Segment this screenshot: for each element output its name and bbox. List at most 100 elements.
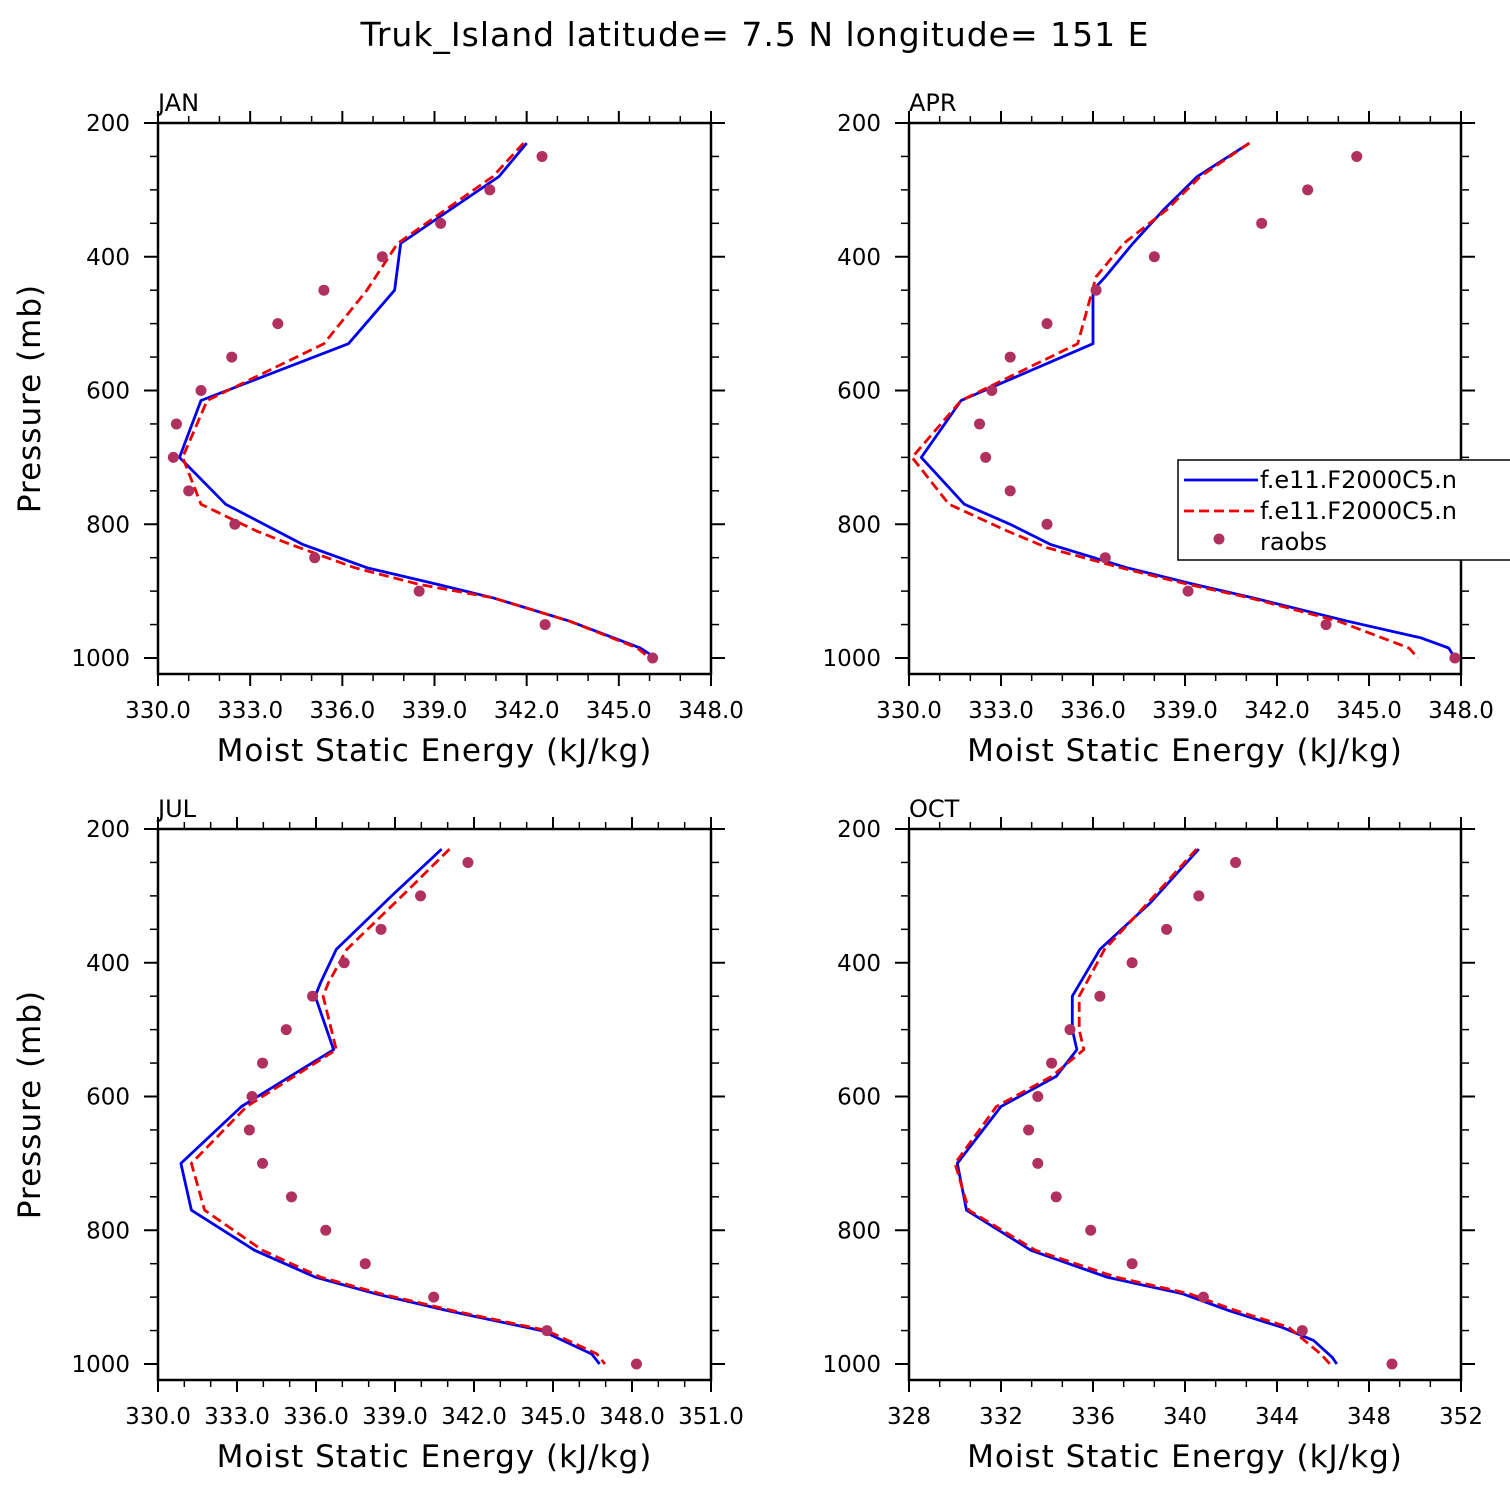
- raobs-point: [257, 1157, 269, 1169]
- series-line-solid: [179, 848, 601, 1365]
- panel-title: JUL: [156, 795, 197, 823]
- raobs-point: [318, 284, 330, 296]
- x-tick-label: 330.0: [125, 698, 191, 724]
- x-tick-label: 330.0: [876, 698, 942, 724]
- legend-marker-dot: [1213, 533, 1225, 545]
- panel-apr: APR 330.0 333.0 336.0 339.0 342.0 345.0 348.0 20…: [822, 89, 1493, 769]
- x-tick-label: 348: [1347, 1404, 1391, 1430]
- raobs-point: [1032, 1091, 1044, 1102]
- y-tick-label: 1000: [71, 1352, 130, 1378]
- legend-label: f.e11.F2000C5.n: [1260, 466, 1457, 494]
- raobs-point: [257, 1057, 269, 1069]
- raobs-point: [1041, 318, 1053, 330]
- raobs-point: [309, 552, 321, 564]
- x-tick-label: 352: [1439, 1404, 1483, 1430]
- legend-label: f.e11.F2000C5.n: [1260, 497, 1457, 525]
- raobs-point: [229, 518, 241, 530]
- panel-title: APR: [909, 89, 957, 117]
- x-tick-label: 340: [1163, 1404, 1207, 1430]
- raobs-point: [1126, 957, 1138, 969]
- raobs-point: [1050, 1191, 1062, 1203]
- panel-oct: OCT 328 332 336 340 344 348 352 200 400 600 800 1000…: [822, 795, 1483, 1475]
- raobs-point: [536, 150, 548, 162]
- raobs-point: [1004, 485, 1016, 497]
- raobs-point: [246, 1091, 258, 1102]
- legend-label: raobs: [1260, 528, 1327, 556]
- y-tick-label: 600: [86, 1085, 130, 1111]
- x-axis-label: Moist Static Energy (kJ/kg): [967, 733, 1403, 769]
- raobs-point: [980, 451, 992, 463]
- x-tick-label: 336.0: [1060, 698, 1126, 724]
- series-line-dashed: [189, 848, 606, 1365]
- raobs-point: [1449, 652, 1461, 664]
- x-tick-label: 336: [1071, 1404, 1115, 1430]
- raobs-point: [484, 184, 496, 196]
- x-tick-label: 339.0: [1152, 698, 1218, 724]
- raobs-point: [243, 1124, 255, 1136]
- raobs-point: [375, 923, 387, 935]
- raobs-point: [307, 990, 319, 1002]
- x-axis-label: Moist Static Energy (kJ/kg): [217, 733, 653, 769]
- x-tick-label: 336.0: [309, 698, 375, 724]
- raobs-point: [1320, 619, 1332, 631]
- x-tick-label: 345.0: [520, 1404, 586, 1430]
- x-tick-label: 344: [1255, 1404, 1299, 1430]
- series-line-dashed: [910, 141, 1420, 659]
- raobs-point: [1126, 1258, 1138, 1270]
- raobs-point: [1230, 856, 1242, 868]
- plot-frame: [156, 121, 713, 676]
- raobs-point: [1302, 184, 1314, 196]
- raobs-point: [1090, 284, 1102, 296]
- panels: JAN 330.0 333.0 336.0 339.0 342.0 345.0 348.0 20…: [12, 89, 1494, 1475]
- y-tick-label: 600: [837, 379, 881, 405]
- raobs-point: [226, 351, 238, 363]
- raobs-point: [462, 856, 474, 868]
- y-axis-label: Pressure (mb): [12, 990, 48, 1219]
- x-tick-label: 348.0: [599, 1404, 665, 1430]
- x-tick-label: 339.0: [402, 698, 468, 724]
- raobs-point: [195, 385, 207, 396]
- legend: f.e11.F2000C5.n f.e11.F2000C5.n raobs: [1177, 459, 1510, 561]
- raobs-point: [541, 1325, 553, 1337]
- raobs-point: [539, 619, 551, 631]
- raobs-point: [1193, 890, 1205, 902]
- raobs-point: [1256, 217, 1268, 229]
- series-line-dashed: [953, 848, 1331, 1365]
- raobs-point: [1296, 1325, 1308, 1337]
- raobs-point: [413, 585, 425, 597]
- raobs-point: [1386, 1358, 1398, 1370]
- raobs-point: [630, 1358, 642, 1370]
- raobs-point: [1197, 1291, 1209, 1303]
- x-tick-label: 336.0: [283, 1404, 349, 1430]
- raobs-point: [428, 1291, 440, 1303]
- y-tick-label: 1000: [71, 646, 130, 672]
- panel-title: OCT: [909, 795, 960, 823]
- series-line-dashed: [181, 142, 651, 660]
- raobs-point: [338, 957, 350, 969]
- raobs-point: [1148, 251, 1160, 263]
- raobs-point: [1064, 1024, 1076, 1036]
- x-tick-label: 348.0: [678, 698, 744, 724]
- x-tick-label: 348.0: [1428, 698, 1494, 724]
- panel-jul: JUL 330.0 333.0 336.0 339.0 342.0 345.0 348.0 35…: [12, 795, 744, 1475]
- figure-title: Truk_Island latitude= 7.5 N longitude= 1…: [360, 15, 1150, 54]
- x-tick-label: 328: [887, 1404, 931, 1430]
- x-axis-label: Moist Static Energy (kJ/kg): [217, 1439, 653, 1475]
- y-tick-label: 200: [837, 111, 881, 137]
- x-tick-label: 351.0: [678, 1404, 744, 1430]
- raobs-point: [974, 418, 986, 430]
- raobs-point: [167, 451, 179, 463]
- y-tick-label: 400: [86, 951, 130, 977]
- raobs-point: [280, 1024, 292, 1036]
- series-line-solid: [919, 141, 1457, 659]
- raobs-point: [183, 485, 195, 497]
- plot-frame: [907, 827, 1463, 1382]
- raobs-point: [1182, 585, 1194, 597]
- x-tick-label: 342.0: [441, 1404, 507, 1430]
- y-tick-label: 400: [86, 245, 130, 271]
- x-tick-label: 332: [979, 1404, 1023, 1430]
- x-tick-label: 333.0: [968, 698, 1034, 724]
- y-tick-label: 800: [86, 512, 130, 538]
- series-line-solid: [955, 848, 1338, 1365]
